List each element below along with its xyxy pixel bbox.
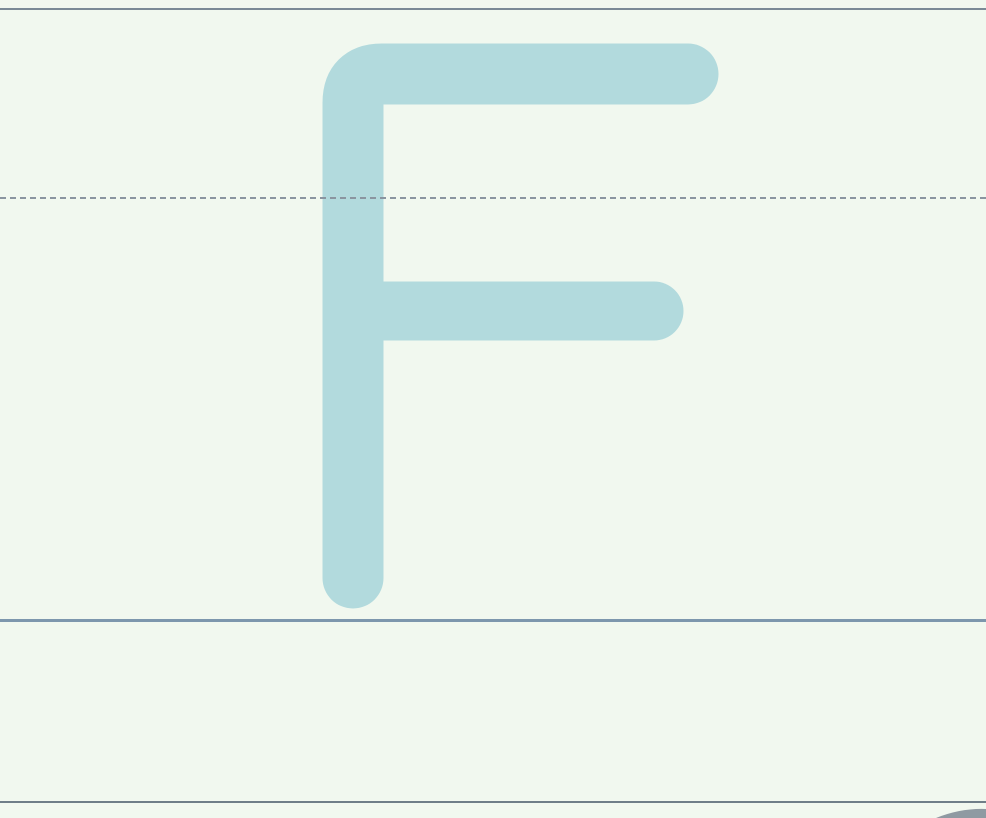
- letter-f-stroke-vertical: [322, 43, 719, 609]
- page-curl-corner: [936, 808, 986, 818]
- baseline-guide: [0, 619, 986, 622]
- bottom-guide-line: [0, 801, 986, 803]
- midline-dashed-guide: [0, 197, 986, 199]
- top-guide-line: [0, 8, 986, 10]
